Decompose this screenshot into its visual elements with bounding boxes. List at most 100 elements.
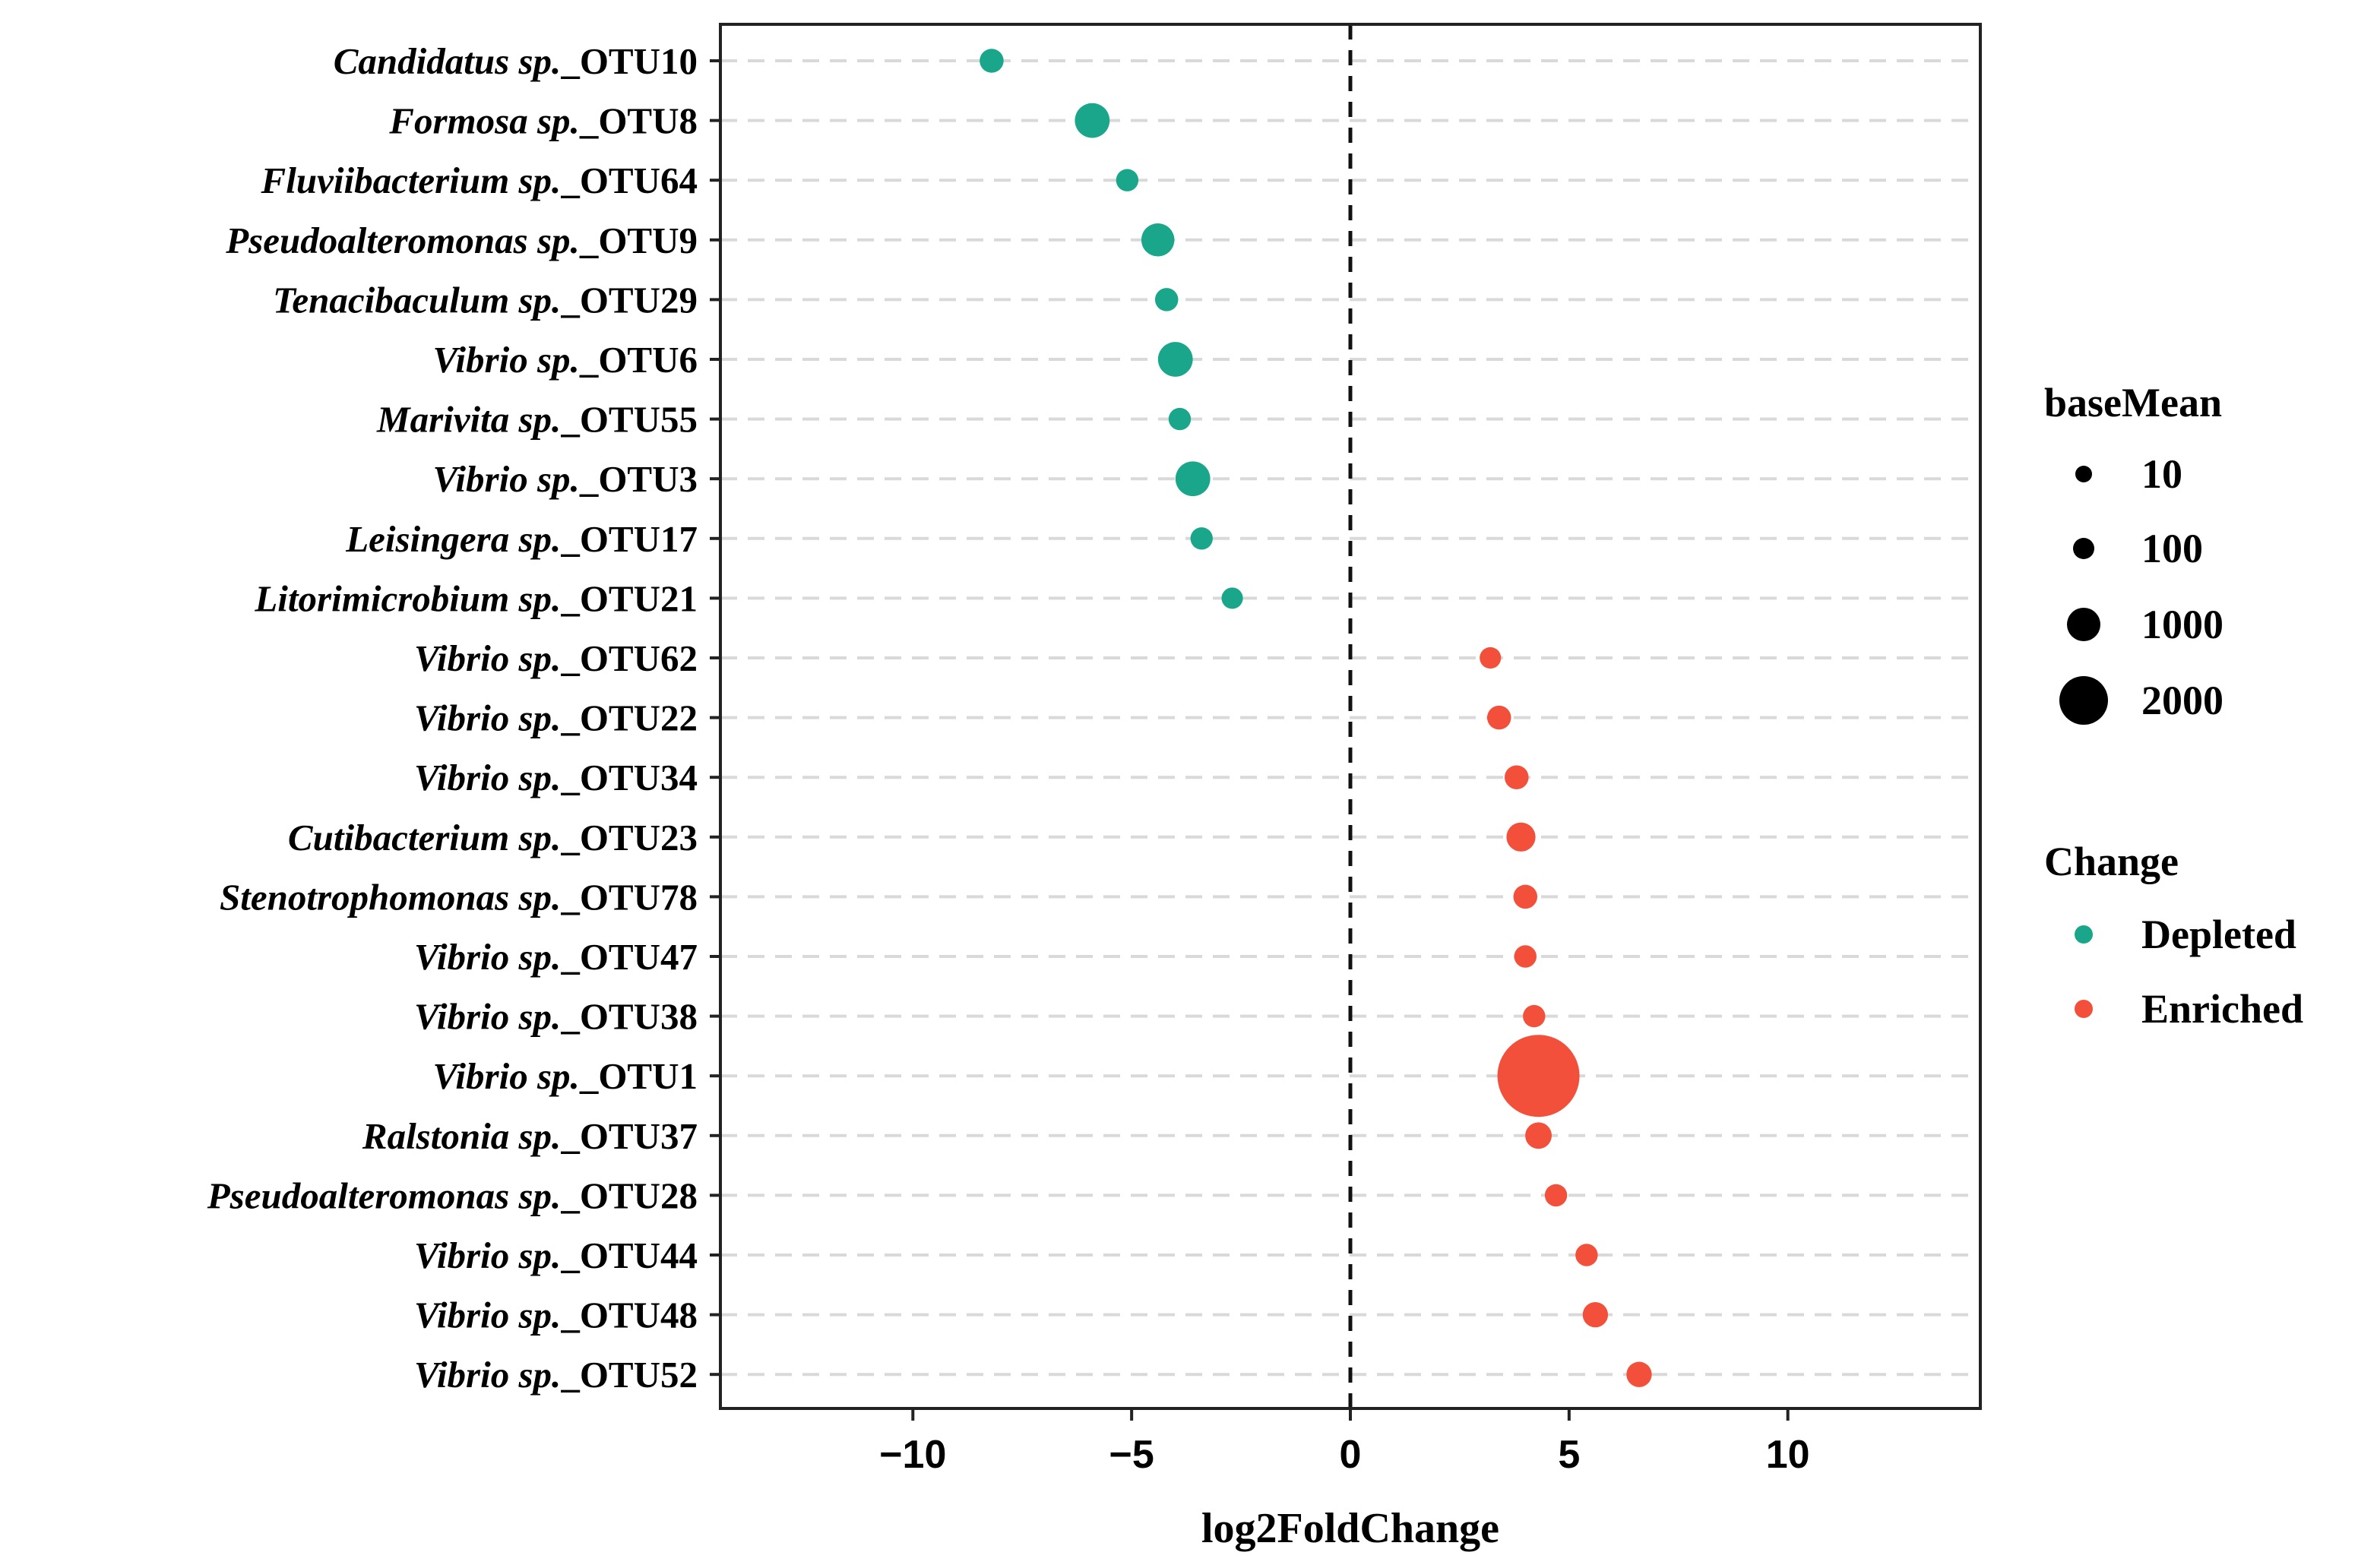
legend-color-label: Depleted <box>2141 912 2296 957</box>
otu-id: _OTU34 <box>560 757 698 798</box>
y-tick-label: Leisingera sp._OTU17 <box>345 518 698 560</box>
genus-name: Vibrio sp. <box>414 1354 561 1396</box>
genus-name: Pseudoalteromonas sp. <box>207 1174 562 1216</box>
x-axis-title: log2FoldChange <box>1201 1505 1499 1552</box>
otu-id: _OTU23 <box>560 817 698 858</box>
legend-color-label: Enriched <box>2141 986 2303 1032</box>
x-tick-label: −5 <box>1109 1433 1154 1477</box>
otu-id: _OTU62 <box>560 637 698 679</box>
data-point <box>1513 884 1538 909</box>
genus-name: Vibrio sp. <box>414 996 561 1038</box>
y-tick-label: Vibrio sp._OTU47 <box>414 936 698 978</box>
data-point <box>1506 822 1536 852</box>
otu-id: _OTU8 <box>579 100 698 142</box>
genus-name: Vibrio sp. <box>414 1295 561 1336</box>
data-point <box>1575 1244 1598 1266</box>
otu-id: _OTU9 <box>579 220 698 261</box>
y-tick-label: Vibrio sp._OTU44 <box>414 1234 698 1276</box>
genus-name: Cutibacterium sp. <box>288 817 561 858</box>
y-tick-label: Tenacibaculum sp._OTU29 <box>273 279 698 321</box>
y-tick-label: Cutibacterium sp._OTU23 <box>288 817 698 858</box>
genus-name: Pseudoalteromonas sp. <box>225 220 580 261</box>
genus-name: Vibrio sp. <box>432 458 579 500</box>
y-axis-labels: Candidatus sp._OTU10 Formosa sp._OTU8 Fluv… <box>207 40 720 1396</box>
genus-name: Tenacibaculum sp. <box>273 279 561 321</box>
legend-size-marker <box>2075 466 2092 482</box>
otu-id: _OTU6 <box>579 339 698 381</box>
legend-color-title: Change <box>2044 839 2179 884</box>
data-point <box>1582 1301 1609 1328</box>
data-point <box>1505 765 1529 789</box>
otu-id: _OTU52 <box>560 1354 698 1396</box>
y-tick-label: Vibrio sp._OTU38 <box>414 996 698 1038</box>
legend-color-marker <box>2075 1000 2093 1018</box>
data-point <box>1141 223 1175 257</box>
x-tick-label: −10 <box>879 1433 946 1477</box>
y-tick-label: Vibrio sp._OTU22 <box>414 697 698 739</box>
otu-id: _OTU48 <box>560 1295 698 1336</box>
otu-id: _OTU3 <box>579 458 698 500</box>
otu-id: _OTU17 <box>560 518 698 560</box>
legend-size-label: 100 <box>2141 526 2203 571</box>
y-tick-label: Vibrio sp._OTU3 <box>432 458 698 500</box>
data-point <box>1221 587 1243 609</box>
genus-name: Leisingera sp. <box>345 518 561 560</box>
otu-id: _OTU44 <box>560 1234 698 1276</box>
otu-id: _OTU29 <box>560 279 698 321</box>
genus-name: Formosa sp. <box>388 100 580 142</box>
legend-color-marker <box>2075 925 2093 944</box>
data-point <box>1116 169 1139 191</box>
data-point <box>980 49 1004 73</box>
data-points <box>980 49 1652 1387</box>
legend-size-marker <box>2059 676 2108 725</box>
y-tick-label: Vibrio sp._OTU48 <box>414 1295 698 1336</box>
y-tick-label: Candidatus sp._OTU10 <box>334 40 698 82</box>
genus-name: Candidatus sp. <box>334 40 562 82</box>
genus-name: Vibrio sp. <box>414 936 561 978</box>
y-tick-label: Vibrio sp._OTU52 <box>414 1354 698 1396</box>
y-tick-label: Pseudoalteromonas sp._OTU28 <box>207 1174 698 1216</box>
otu-id: _OTU47 <box>560 936 698 978</box>
data-point <box>1486 705 1511 730</box>
y-tick-label: Formosa sp._OTU8 <box>388 100 698 142</box>
genus-name: Vibrio sp. <box>414 637 561 679</box>
otu-id: _OTU64 <box>560 160 698 201</box>
y-tick-label: Vibrio sp._OTU62 <box>414 637 698 679</box>
data-point <box>1626 1361 1652 1387</box>
x-tick-label: 5 <box>1558 1433 1580 1477</box>
data-point <box>1157 342 1193 377</box>
y-tick-label: Pseudoalteromonas sp._OTU9 <box>225 220 698 261</box>
y-tick-label: Vibrio sp._OTU1 <box>432 1055 698 1097</box>
genus-name: Litorimicrobium sp. <box>254 577 561 619</box>
data-point <box>1168 407 1192 431</box>
otu-id: _OTU22 <box>560 697 698 739</box>
genus-name: Vibrio sp. <box>414 697 561 739</box>
data-point <box>1525 1122 1552 1149</box>
x-axis-ticks: −10 −5 0 5 10 <box>879 1408 1810 1477</box>
data-point <box>1497 1035 1580 1118</box>
legend: baseMean Change 10 100 1000 2000 Depleted Enr… <box>2044 380 2303 1032</box>
legend-size-marker <box>2067 608 2100 641</box>
y-tick-label: Marivita sp._OTU55 <box>376 399 698 441</box>
genus-name: Vibrio sp. <box>432 339 579 381</box>
genus-name: Vibrio sp. <box>432 1055 579 1097</box>
otu-id: _OTU55 <box>560 399 698 441</box>
otu-id: _OTU1 <box>579 1055 698 1097</box>
otu-id: _OTU37 <box>560 1115 698 1157</box>
genus-name: Ralstonia sp. <box>362 1115 561 1157</box>
legend-size-title: baseMean <box>2044 380 2222 425</box>
y-tick-label: Fluviibacterium sp._OTU64 <box>261 160 698 201</box>
y-tick-label: Litorimicrobium sp._OTU21 <box>254 577 698 619</box>
data-point <box>1544 1184 1568 1207</box>
otu-id: _OTU21 <box>560 577 698 619</box>
legend-size-marker <box>2073 538 2094 559</box>
genus-name: Marivita sp. <box>376 399 561 441</box>
data-point <box>1175 461 1211 497</box>
otu-id: _OTU10 <box>560 40 698 82</box>
y-tick-label: Vibrio sp._OTU34 <box>414 757 698 798</box>
data-point <box>1190 527 1213 550</box>
y-tick-label: Ralstonia sp._OTU37 <box>362 1115 698 1157</box>
data-point <box>1480 646 1502 669</box>
genus-name: Vibrio sp. <box>414 1234 561 1276</box>
